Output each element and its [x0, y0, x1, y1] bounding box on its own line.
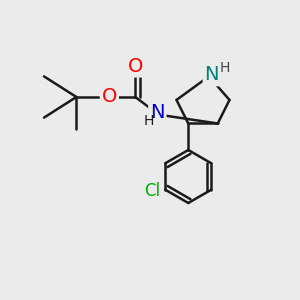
Text: N: N — [150, 103, 165, 122]
Text: N: N — [205, 65, 219, 84]
Text: H: H — [143, 114, 154, 128]
Text: O: O — [128, 57, 143, 76]
Text: H: H — [220, 61, 230, 75]
Text: Cl: Cl — [144, 182, 160, 200]
Text: O: O — [102, 88, 117, 106]
